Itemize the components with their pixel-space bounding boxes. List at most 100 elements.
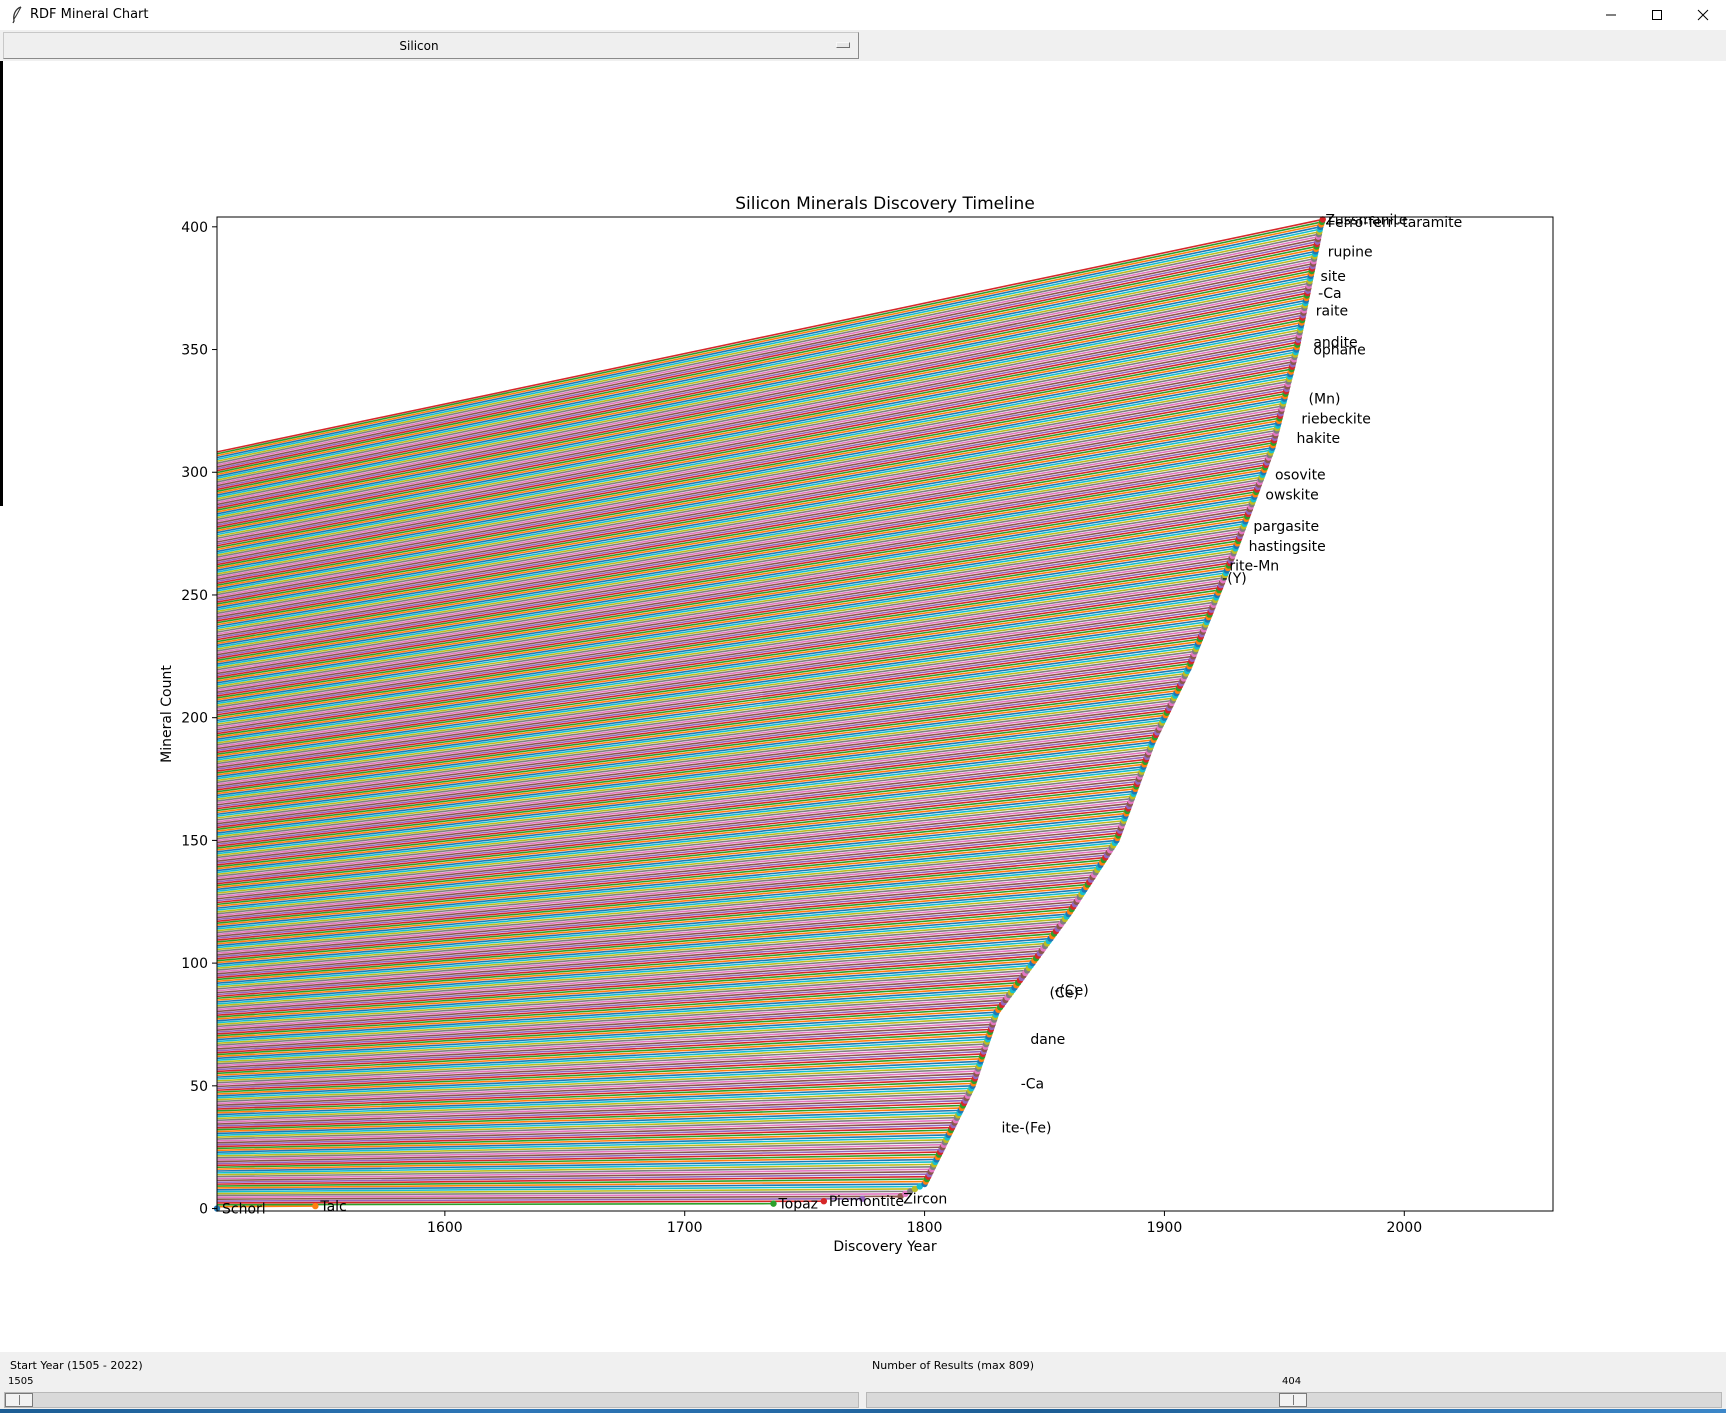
series-line (217, 704, 1171, 825)
series-line (217, 496, 1255, 665)
series-line (217, 662, 1191, 793)
point-label: Ferro-ferri-taramite (1328, 215, 1463, 231)
point-label: -Ca (1021, 1076, 1044, 1092)
result-count-label: Number of Results (max 809) (872, 1359, 1035, 1372)
series-line (217, 606, 1213, 750)
series-line (217, 682, 1182, 808)
series-line (217, 464, 1267, 641)
series-line (217, 842, 1115, 930)
series-line (217, 1077, 975, 1110)
series-line (217, 626, 1205, 765)
series-line (217, 1173, 930, 1184)
series-line (217, 1129, 951, 1150)
series-line (217, 456, 1269, 635)
point-label: ite-(Fe) (1002, 1121, 1052, 1137)
series-line (217, 1205, 316, 1208)
series-line (217, 805, 1130, 902)
series-line (217, 640, 1200, 776)
series-line (217, 856, 1106, 941)
series-line (217, 783, 1138, 885)
series-line (217, 422, 1279, 609)
series-points (213, 216, 1326, 1212)
minimize-button[interactable] (1588, 0, 1634, 31)
series-line (217, 873, 1095, 954)
element-select[interactable]: Silicon (3, 32, 859, 59)
series-line (217, 952, 1040, 1015)
series-line (217, 972, 1026, 1030)
series-lines (217, 218, 1323, 1208)
series-line (217, 675, 1185, 802)
series-line (217, 1080, 975, 1112)
series-line (217, 891, 1083, 968)
series-line (217, 1134, 949, 1154)
series-line (217, 1023, 993, 1069)
series-line (217, 986, 1015, 1041)
series-line (217, 346, 1297, 551)
series-line (217, 861, 1103, 945)
series-line (217, 871, 1096, 953)
series-line (217, 1031, 991, 1075)
point-label: pargasite (1253, 519, 1319, 535)
series-line (217, 824, 1122, 917)
series-line (217, 542, 1238, 701)
series-line (217, 407, 1283, 598)
series-line (217, 984, 1017, 1039)
series-line (217, 765, 1144, 872)
point-label: Topaz (777, 1197, 818, 1213)
y-tick-label: 300 (181, 465, 208, 481)
series-line (217, 419, 1280, 607)
series-line (217, 370, 1292, 570)
series-line (217, 481, 1260, 654)
result-count-slider-thumb[interactable] (1279, 1393, 1307, 1407)
result-count-slider[interactable] (866, 1392, 1722, 1408)
series-line (217, 1102, 965, 1129)
series-line (217, 562, 1230, 716)
series-line (217, 859, 1104, 943)
series-line (217, 608, 1212, 752)
series-line (217, 1067, 979, 1103)
series-line (217, 770, 1142, 876)
series-line (217, 442, 1274, 624)
series-line (217, 1094, 968, 1123)
series-line (217, 1026, 992, 1071)
series-line (217, 1001, 1004, 1052)
series-line (217, 466, 1266, 643)
series-line (217, 1180, 926, 1189)
series-line (217, 684, 1181, 810)
series-line (217, 383, 1289, 579)
close-button[interactable] (1680, 0, 1726, 31)
series-line (217, 549, 1235, 707)
series-line (217, 1168, 932, 1180)
series-line (217, 498, 1254, 667)
series-line (217, 736, 1155, 849)
series-line (217, 449, 1272, 630)
series-line (217, 748, 1150, 859)
series-line (217, 964, 1031, 1024)
series-line (217, 439, 1275, 622)
series-line (217, 361, 1294, 562)
point-label: raite (1316, 303, 1348, 319)
series-line (217, 319, 1303, 530)
series-line (217, 392, 1286, 586)
point-label: hakite (1297, 431, 1341, 447)
maximize-button[interactable] (1634, 0, 1680, 31)
series-line (217, 589, 1220, 737)
series-line (217, 478, 1261, 652)
series-line (217, 741, 1153, 853)
series-line (217, 633, 1202, 770)
chart-title: Silicon Minerals Discovery Timeline (735, 194, 1035, 214)
y-tick-label: 100 (181, 956, 208, 972)
start-year-slider[interactable] (4, 1392, 859, 1408)
series-line (217, 1119, 956, 1142)
series-line (217, 1072, 977, 1107)
series-line (217, 451, 1271, 632)
series-line (217, 230, 1320, 463)
series-line (217, 979, 1020, 1035)
series-point (897, 1193, 904, 1200)
series-line (217, 348, 1297, 553)
series-line (217, 1143, 944, 1161)
series-line (217, 1099, 966, 1127)
series-line (217, 802, 1131, 900)
series-line (217, 888, 1085, 966)
start-year-slider-thumb[interactable] (5, 1393, 33, 1407)
